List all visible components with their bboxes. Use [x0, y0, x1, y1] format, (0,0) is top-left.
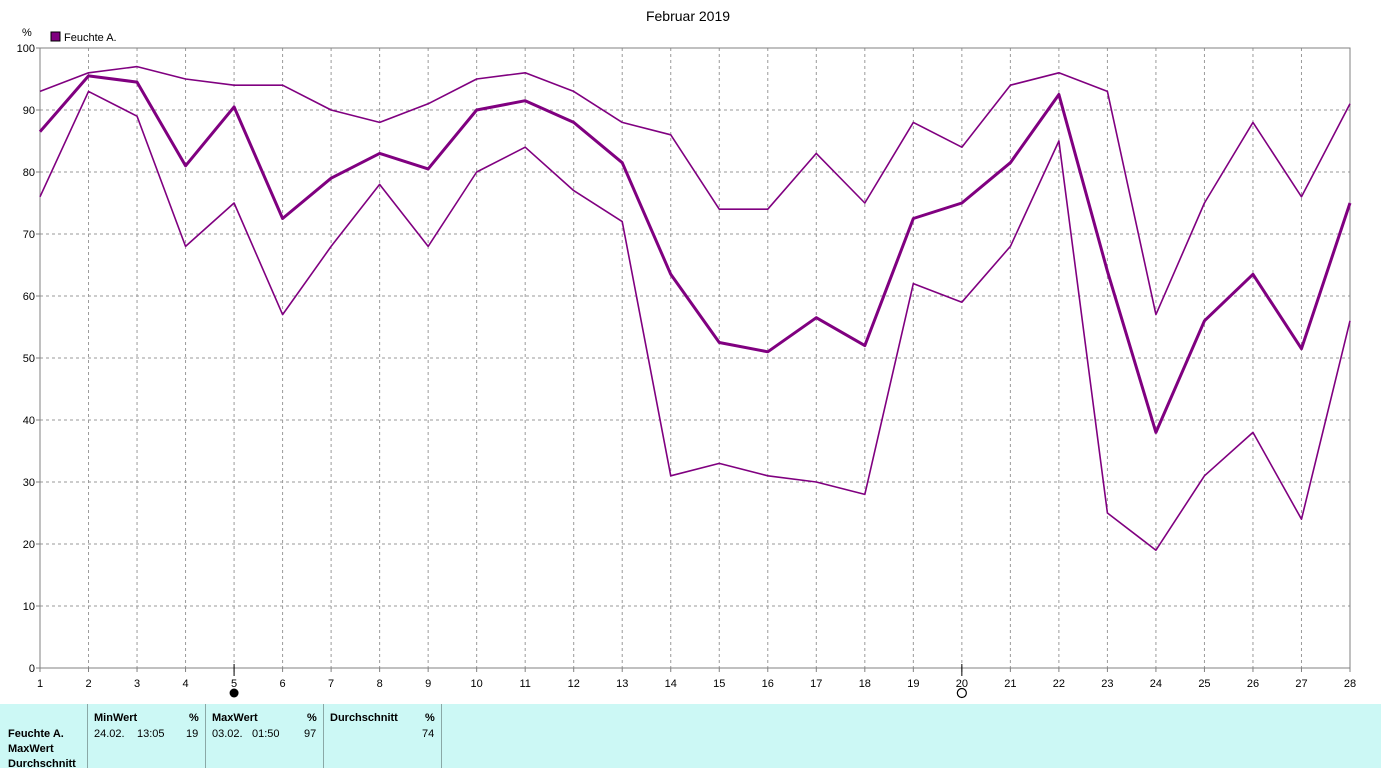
min-unit: % — [189, 712, 199, 724]
x-tick-label: 4 — [182, 678, 188, 690]
chart-title: Februar 2019 — [646, 8, 730, 24]
x-tick-label: 21 — [1004, 678, 1016, 690]
x-tick-label: 17 — [810, 678, 822, 690]
y-tick-label: 40 — [23, 415, 35, 427]
chart: Februar 2019 % Feuchte A. 0 10 20 30 40 50 60 7… — [17, 8, 1356, 699]
x-tick-label: 23 — [1101, 678, 1113, 690]
x-tick-label: 27 — [1295, 678, 1307, 690]
x-tick-label: 7 — [328, 678, 334, 690]
x-tick-label: 20 — [956, 678, 968, 690]
axis-markers — [229, 664, 967, 699]
y-tick-label: 100 — [17, 43, 35, 55]
column-divider — [205, 704, 206, 768]
x-tick-label: 5 — [231, 678, 237, 690]
x-axis: 1 2 3 4 5 6 7 8 9 10 11 12 13 14 15 16 17 18 19 20 21 22 23 24 2… — [37, 668, 1356, 690]
x-tick-label: 2 — [85, 678, 91, 690]
y-tick-label: 20 — [23, 539, 35, 551]
x-tick-label: 12 — [568, 678, 580, 690]
series-line-avg — [38, 74, 1352, 434]
y-tick-label: 90 — [23, 105, 35, 117]
x-tick-label: 25 — [1198, 678, 1210, 690]
x-tick-label: 9 — [425, 678, 431, 690]
grid — [40, 48, 1350, 668]
max-date: 03.02. — [212, 728, 243, 740]
stats-panel: Feuchte A. MaxWert Durchschnitt MinWert … — [0, 704, 1381, 770]
avg-unit: % — [425, 712, 435, 724]
legend: Feuchte A. — [50, 31, 117, 44]
x-tick-label: 15 — [713, 678, 725, 690]
min-header: MinWert — [94, 712, 138, 724]
x-tick-label: 14 — [665, 678, 677, 690]
min-value: 19 — [186, 728, 199, 740]
x-tick-label: 1 — [37, 678, 43, 690]
x-tick-label: 24 — [1150, 678, 1162, 690]
y-tick-label: 50 — [23, 353, 35, 365]
moon-phase-icon — [229, 688, 239, 698]
y-tick-label: 30 — [23, 477, 35, 489]
row-label-maxwert: MaxWert — [8, 743, 54, 755]
column-divider — [87, 704, 88, 768]
y-tick-label: 0 — [29, 663, 35, 675]
max-unit: % — [307, 712, 317, 724]
max-header: MaxWert — [212, 712, 258, 724]
legend-label: Feuchte A. — [64, 32, 117, 44]
avg-value: 74 — [422, 728, 435, 740]
x-tick-label: 6 — [280, 678, 286, 690]
legend-swatch — [50, 31, 61, 42]
max-value: 97 — [304, 728, 317, 740]
x-tick-label: 8 — [377, 678, 383, 690]
x-tick-label: 18 — [859, 678, 871, 690]
y-tick-label: 60 — [23, 291, 35, 303]
column-divider — [323, 704, 324, 768]
row-label-durchschnitt: Durchschnitt — [8, 758, 76, 770]
avg-header: Durchschnitt — [330, 712, 398, 724]
series-line-max — [39, 65, 1351, 316]
series-lines — [38, 65, 1352, 552]
y-tick-label: 80 — [23, 167, 35, 179]
x-tick-label: 26 — [1247, 678, 1259, 690]
moon-phase-icon — [956, 687, 967, 699]
x-tick-label: 13 — [616, 678, 628, 690]
min-date: 24.02. — [94, 728, 125, 740]
y-unit-label: % — [22, 27, 32, 39]
x-tick-label: 11 — [519, 678, 530, 690]
y-axis: 0 10 20 30 40 50 60 70 80 90 100 — [17, 43, 40, 675]
column-divider — [441, 704, 442, 768]
row-label-feuchte: Feuchte A. — [8, 728, 64, 740]
y-tick-label: 70 — [23, 229, 35, 241]
y-tick-label: 10 — [23, 601, 35, 613]
series-line-min — [39, 90, 1351, 552]
min-time: 13:05 — [137, 728, 165, 740]
x-tick-label: 28 — [1344, 678, 1356, 690]
max-time: 01:50 — [252, 728, 280, 740]
x-tick-label: 19 — [907, 678, 919, 690]
x-tick-label: 22 — [1053, 678, 1065, 690]
x-tick-label: 16 — [762, 678, 774, 690]
x-tick-label: 10 — [471, 678, 483, 690]
x-tick-label: 3 — [134, 678, 140, 690]
